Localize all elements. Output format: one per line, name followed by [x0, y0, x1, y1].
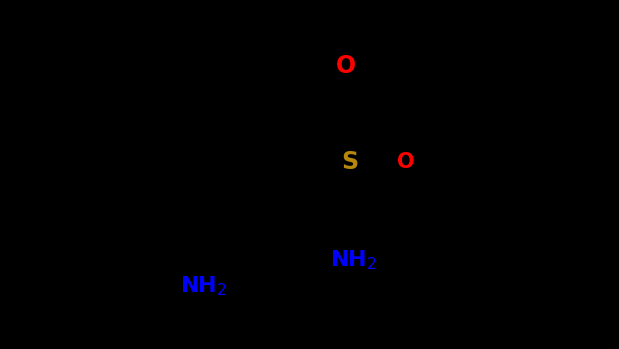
- Text: O: O: [397, 152, 414, 172]
- Text: NH$_2$: NH$_2$: [329, 248, 377, 272]
- Text: O: O: [335, 54, 355, 78]
- Text: S: S: [341, 150, 358, 174]
- Text: NH$_2$: NH$_2$: [180, 274, 227, 298]
